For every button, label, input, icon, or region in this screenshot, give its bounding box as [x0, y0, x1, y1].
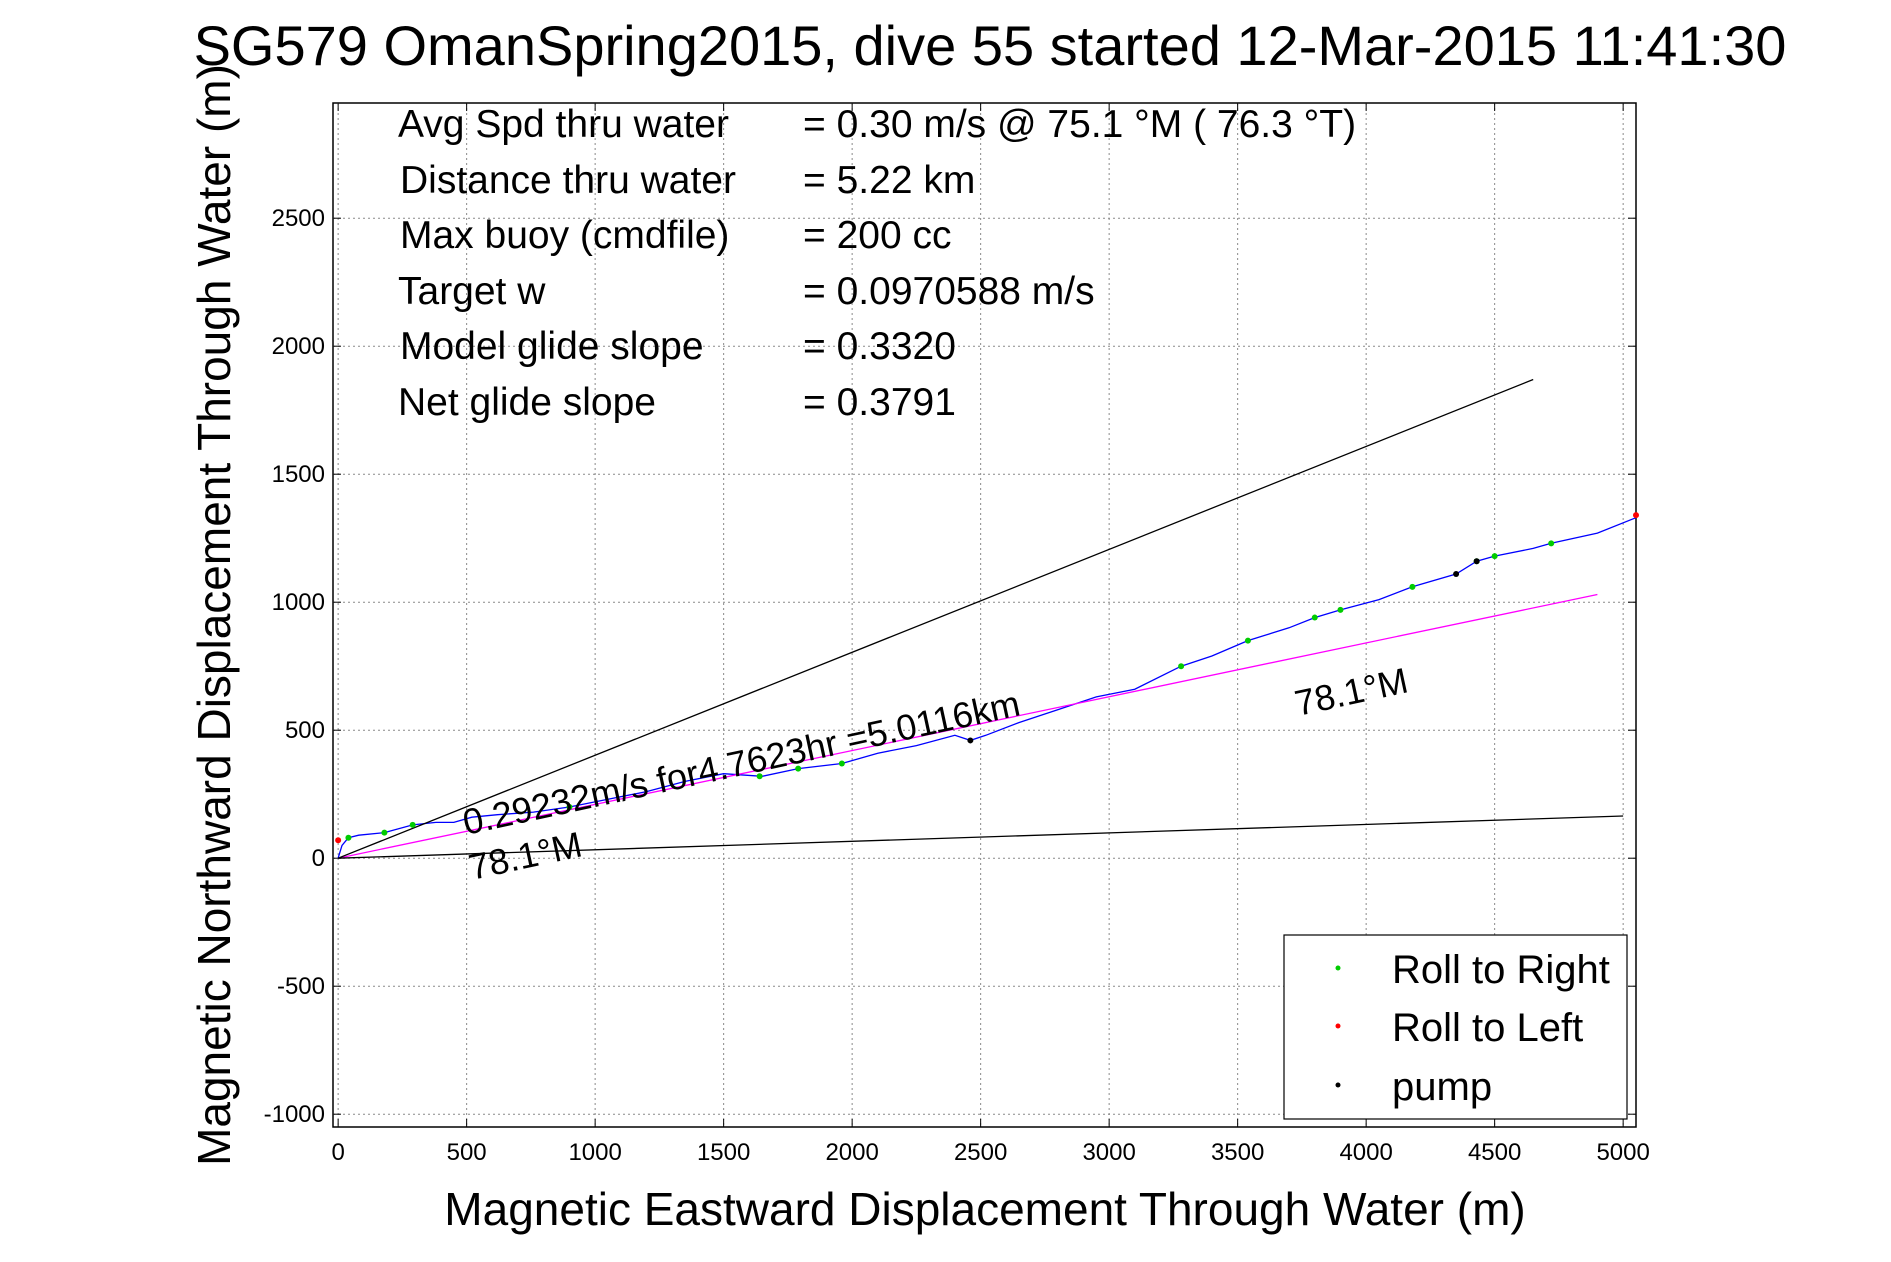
- chart-title: SG579 OmanSpring2015, dive 55 started 12…: [194, 14, 1787, 77]
- x-tick-label: 0: [331, 1139, 344, 1166]
- legend-label-roll-left: Roll to Left: [1392, 1006, 1583, 1050]
- info-value-model-glide: = 0.3320: [803, 325, 956, 368]
- x-axis-label: Magnetic Eastward Displacement Through W…: [444, 1183, 1525, 1235]
- marker-roll-to-right: [1337, 606, 1344, 613]
- info-label-max-buoy: Max buoy (cmdfile): [400, 214, 729, 257]
- info-value-max-buoy: = 200 cc: [803, 214, 952, 257]
- x-tick-label: 2000: [825, 1139, 878, 1166]
- marker-roll-to-right: [756, 773, 763, 780]
- marker-pump: [1473, 558, 1480, 565]
- info-label-distance: Distance thru water: [400, 159, 736, 202]
- marker-roll-to-right: [1409, 583, 1416, 590]
- x-tick-label: 3500: [1211, 1139, 1264, 1166]
- marker-roll-to-right: [1548, 540, 1555, 547]
- info-label-avg-speed: Avg Spd thru water: [398, 103, 729, 146]
- marker-roll-to-right: [345, 834, 352, 841]
- legend-label-roll-right: Roll to Right: [1392, 948, 1610, 992]
- marker-roll-to-right: [1311, 614, 1318, 621]
- info-value-target-w: = 0.0970588 m/s: [803, 270, 1095, 313]
- marker-roll-to-right: [1491, 553, 1498, 560]
- legend-label-pump: pump: [1392, 1065, 1492, 1109]
- info-value-net-glide: = 0.3791: [803, 381, 956, 424]
- x-tick-label: 1500: [697, 1139, 750, 1166]
- marker-roll-to-right: [381, 829, 388, 836]
- marker-pump: [1453, 571, 1460, 578]
- info-label-target-w: Target w: [398, 270, 546, 313]
- axes-frame: [332, 102, 1637, 1128]
- info-value-distance: = 5.22 km: [803, 159, 975, 202]
- info-value-avg-speed: = 0.30 m/s @ 75.1 °M ( 76.3 °T): [803, 103, 1356, 146]
- y-axis-ticks: -1000 -500 0 500 1000 1500 2000 2500: [264, 205, 1636, 1128]
- x-tick-label: 4000: [1339, 1139, 1392, 1166]
- legend: Roll to Right Roll to Left pump: [1283, 934, 1628, 1120]
- series-line-3: [338, 815, 1624, 859]
- marker-roll-to-left: [1633, 512, 1639, 519]
- x-tick-label: 1000: [568, 1139, 621, 1166]
- x-tick-label: 2500: [954, 1139, 1007, 1166]
- y-tick-label: 2000: [272, 333, 325, 360]
- legend-box: [1283, 934, 1628, 1120]
- legend-marker-roll-left: [1335, 1023, 1341, 1029]
- info-label-net-glide: Net glide slope: [398, 381, 656, 424]
- x-tick-label: 3000: [1082, 1139, 1135, 1166]
- legend-marker-roll-right: [1335, 965, 1341, 971]
- y-tick-label: 1000: [272, 589, 325, 616]
- x-tick-label: 500: [447, 1139, 487, 1166]
- x-tick-label: 5000: [1596, 1139, 1649, 1166]
- marker-roll-to-right: [795, 765, 802, 772]
- y-tick-label: 2500: [272, 205, 325, 232]
- info-block: Avg Spd thru water = 0.30 m/s @ 75.1 °M …: [398, 103, 1356, 424]
- marker-roll-to-right: [409, 821, 416, 828]
- series-line-2: [337, 378, 1534, 859]
- marker-roll-to-right: [1178, 663, 1185, 670]
- marker-roll-to-right: [838, 760, 845, 767]
- y-tick-label: 0: [312, 845, 325, 872]
- y-tick-label: 1500: [272, 461, 325, 488]
- legend-marker-pump: [1335, 1082, 1341, 1088]
- y-tick-label: 500: [285, 717, 325, 744]
- info-label-model-glide: Model glide slope: [400, 325, 704, 368]
- marker-pump: [967, 737, 974, 744]
- marker-roll-to-right: [566, 804, 573, 810]
- x-tick-label: 4500: [1468, 1139, 1521, 1166]
- marker-roll-to-right: [1244, 637, 1251, 644]
- y-axis-label: Magnetic Northward Displacement Through …: [188, 64, 240, 1166]
- series-line-1: [337, 593, 1598, 859]
- marker-roll-to-left: [335, 837, 342, 844]
- y-tick-label: -500: [277, 973, 325, 1000]
- y-tick-label: -1000: [264, 1101, 325, 1128]
- series-markers: [335, 512, 1639, 844]
- x-axis-ticks: 0 500 1000 1500 2000 2500 3000 3500 4000 4500 5000: [331, 103, 1650, 1166]
